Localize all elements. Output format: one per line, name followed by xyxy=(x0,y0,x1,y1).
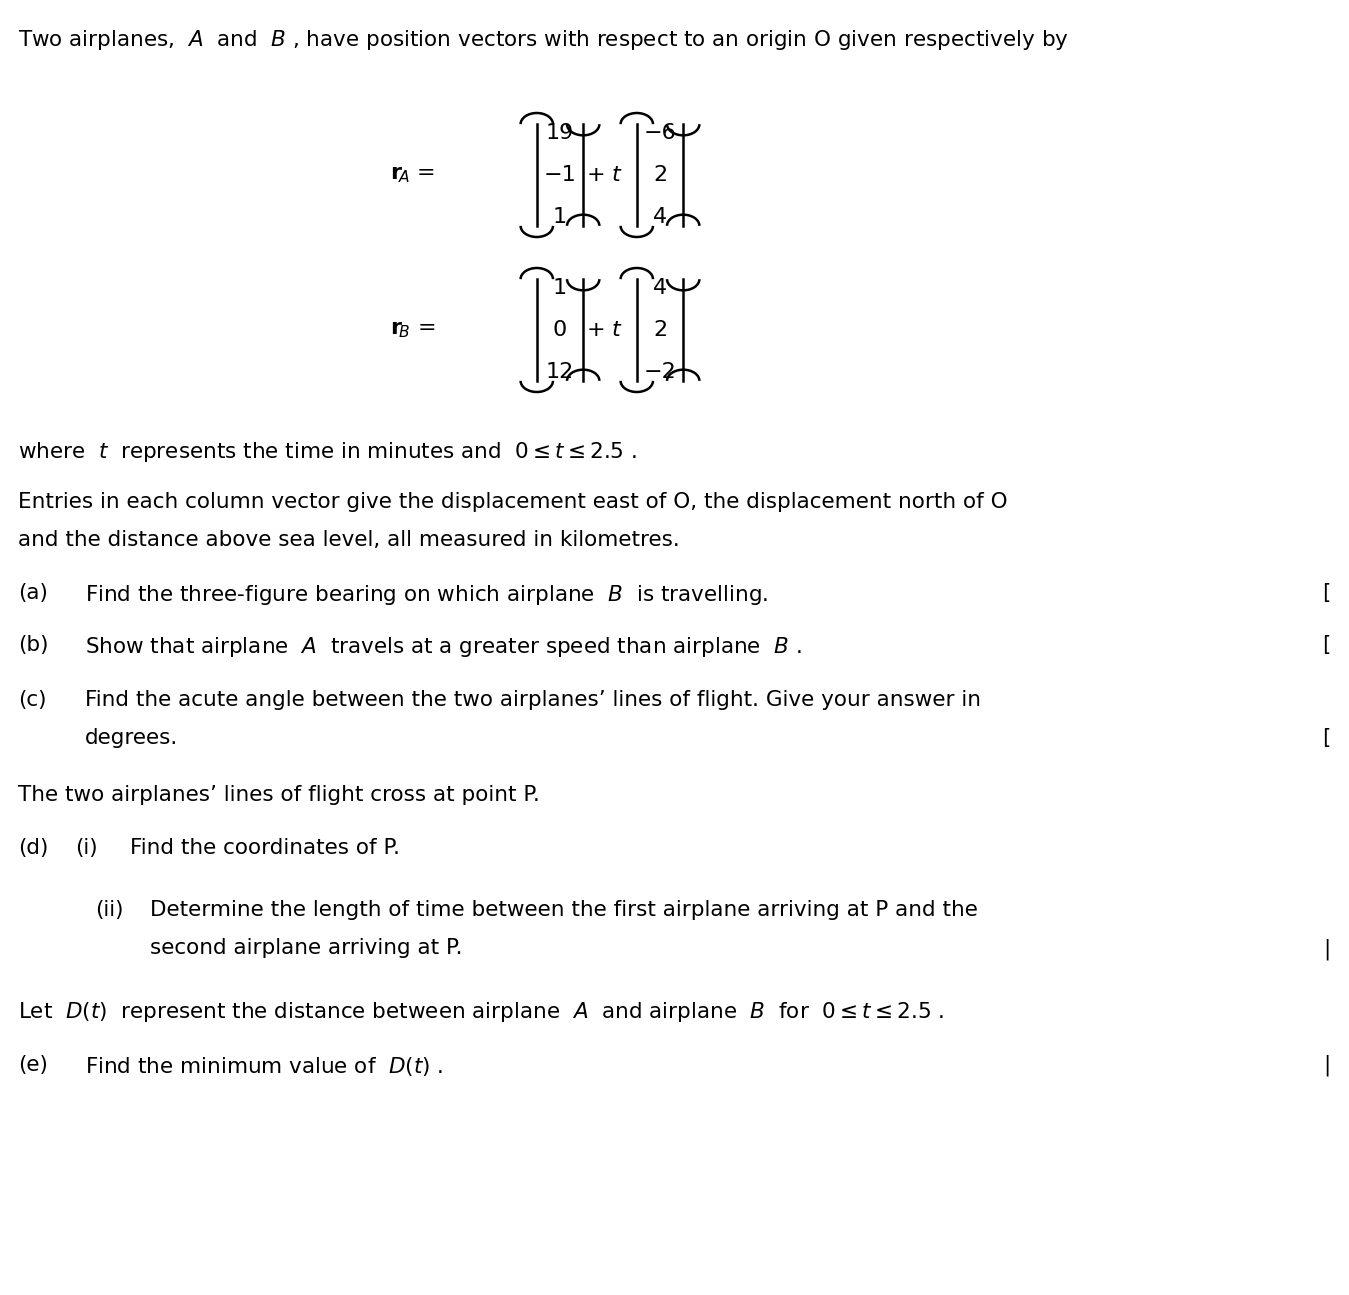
Text: (e): (e) xyxy=(18,1055,47,1075)
Text: Two airplanes,  $\mathit{A}$  and  $\mathit{B}$ , have position vectors with res: Two airplanes, $\mathit{A}$ and $\mathit… xyxy=(18,28,1068,52)
Text: + $t$: + $t$ xyxy=(587,164,623,185)
Text: −1: −1 xyxy=(544,164,576,185)
Text: + $t$: + $t$ xyxy=(587,320,623,341)
Text: 1: 1 xyxy=(553,278,567,298)
Text: degrees.: degrees. xyxy=(85,728,178,749)
Text: 0: 0 xyxy=(553,320,567,341)
Text: −6: −6 xyxy=(643,123,676,142)
Text: |: | xyxy=(1323,1055,1330,1076)
Text: (c): (c) xyxy=(18,690,46,710)
Text: Determine the length of time between the first airplane arriving at P and the: Determine the length of time between the… xyxy=(150,900,978,919)
Text: Find the acute angle between the two airplanes’ lines of flight. Give your answe: Find the acute angle between the two air… xyxy=(85,690,981,710)
Text: (d): (d) xyxy=(18,838,49,859)
Text: 4: 4 xyxy=(653,278,666,298)
Text: (a): (a) xyxy=(18,583,47,603)
Text: [: [ xyxy=(1322,635,1330,655)
Text: 1: 1 xyxy=(553,207,567,227)
Text: 4: 4 xyxy=(653,207,666,227)
Text: −2: −2 xyxy=(643,363,676,382)
Text: Let  $D(t)$  represent the distance between airplane  $\mathit{A}$  and airplane: Let $D(t)$ represent the distance betwee… xyxy=(18,1000,944,1024)
Text: $\mathbf{r}_{\!\mathit{B}}$ =: $\mathbf{r}_{\!\mathit{B}}$ = xyxy=(390,320,436,341)
Text: Entries in each column vector give the displacement east of O, the displacement : Entries in each column vector give the d… xyxy=(18,492,1008,512)
Text: [: [ xyxy=(1322,728,1330,749)
Text: (i): (i) xyxy=(76,838,97,859)
Text: 2: 2 xyxy=(653,320,666,341)
Text: where  $t$  represents the time in minutes and  $0 \leq t \leq 2.5$ .: where $t$ represents the time in minutes… xyxy=(18,440,637,464)
Text: Find the coordinates of P.: Find the coordinates of P. xyxy=(130,838,401,859)
Text: Find the three-figure bearing on which airplane  $\mathit{B}$  is travelling.: Find the three-figure bearing on which a… xyxy=(85,583,769,607)
Text: $\mathbf{r}_{\!\mathit{A}}$ =: $\mathbf{r}_{\!\mathit{A}}$ = xyxy=(390,164,436,185)
Text: 12: 12 xyxy=(546,363,575,382)
Text: The two airplanes’ lines of flight cross at point P.: The two airplanes’ lines of flight cross… xyxy=(18,785,540,805)
Text: |: | xyxy=(1323,938,1330,960)
Text: and the distance above sea level, all measured in kilometres.: and the distance above sea level, all me… xyxy=(18,530,680,550)
Text: 19: 19 xyxy=(546,123,575,142)
Text: second airplane arriving at P.: second airplane arriving at P. xyxy=(150,938,463,958)
Text: [: [ xyxy=(1322,583,1330,603)
Text: (ii): (ii) xyxy=(94,900,124,919)
Text: (b): (b) xyxy=(18,635,49,655)
Text: Find the minimum value of  $D(t)$ .: Find the minimum value of $D(t)$ . xyxy=(85,1055,444,1077)
Text: Show that airplane  $\mathit{A}$  travels at a greater speed than airplane  $\ma: Show that airplane $\mathit{A}$ travels … xyxy=(85,635,801,659)
Text: 2: 2 xyxy=(653,164,666,185)
